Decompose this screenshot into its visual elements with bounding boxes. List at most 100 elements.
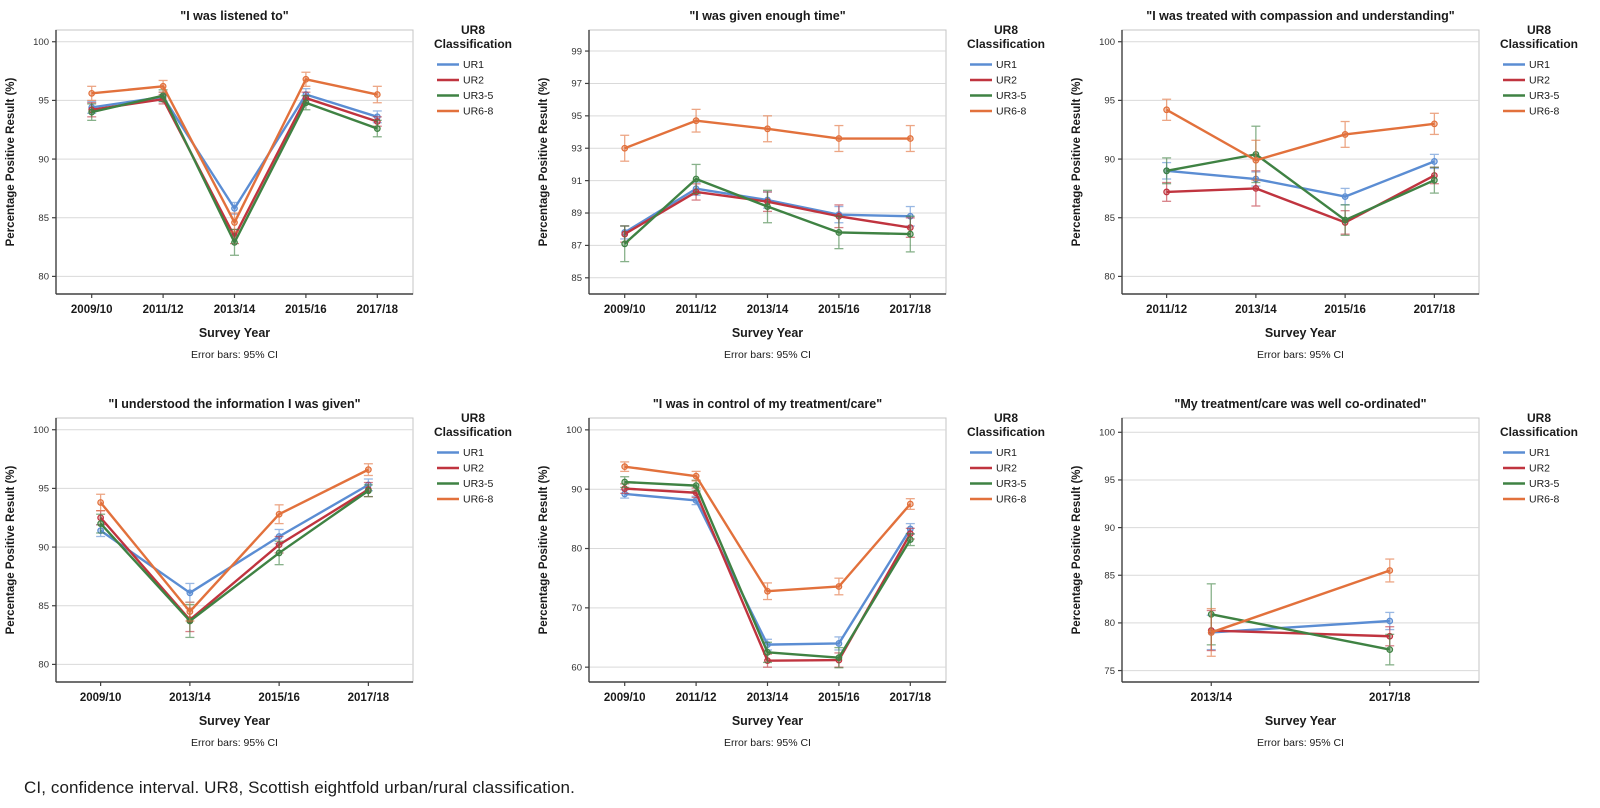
plot-frame	[1121, 417, 1480, 683]
chart-title: "I was treated with compassion and under…	[1146, 9, 1455, 23]
x-tick-label: 2013/14	[1190, 692, 1232, 704]
x-tick-label: 2011/12	[676, 692, 717, 704]
x-tick-label: 2017/18	[348, 692, 390, 704]
legend-label: UR1	[463, 447, 484, 459]
legend-label: UR3-5	[996, 90, 1027, 102]
legend-label: UR1	[996, 447, 1017, 459]
data-point	[88, 89, 96, 97]
data-point	[906, 230, 914, 238]
y-tick-label: 80	[38, 660, 49, 671]
error-bar-footnote: Error bars: 95% CI	[1257, 349, 1344, 361]
legend-label: UR2	[996, 75, 1017, 87]
data-point	[692, 175, 700, 183]
x-tick-label: 2009/10	[604, 692, 646, 704]
y-tick-label: 90	[38, 542, 49, 553]
data-point	[231, 238, 238, 246]
legend-title: UR8	[461, 23, 485, 37]
series-line	[99, 488, 370, 622]
legend-label: UR2	[1529, 463, 1550, 475]
y-axis-title: Percentage Positive Result (%)	[538, 77, 550, 246]
y-tick-label: 97	[571, 79, 582, 90]
data-point	[764, 587, 771, 595]
series-UR6-8	[87, 71, 382, 233]
chart-title: "I was given enough time"	[689, 9, 845, 23]
series-line	[99, 489, 370, 623]
series-line	[624, 480, 912, 659]
x-tick-label: 2009/10	[604, 304, 646, 316]
y-tick-label: 100	[1099, 37, 1115, 48]
y-tick-label: 95	[1104, 475, 1115, 486]
data-point	[364, 487, 372, 495]
data-point	[186, 608, 194, 616]
chart-title: "I was listened to"	[180, 9, 288, 23]
legend-title: Classification	[434, 37, 512, 51]
error-bar-footnote: Error bars: 95% CI	[191, 349, 278, 361]
legend-label: UR1	[1529, 447, 1550, 459]
legend-label: UR2	[463, 463, 484, 475]
data-point	[159, 92, 167, 100]
error-bar-footnote: Error bars: 95% CI	[724, 737, 811, 749]
data-point	[692, 472, 700, 480]
series-UR6-8	[620, 461, 915, 601]
chart-panel-compassion: 80 85 90 95 100 2011/12 2013/14 2015/16 2017/18 "…	[1071, 9, 1578, 361]
y-tick-label: 80	[38, 272, 49, 283]
data-point	[97, 499, 105, 506]
chart-panel-enough-time: 85 87 89 91 93 95 97 99 2009/10 2011/12 2013/14 201…	[538, 9, 1045, 361]
data-point	[1163, 167, 1171, 175]
y-axis-title: Percentage Positive Result (%)	[5, 465, 17, 634]
x-axis-title: Survey Year	[1265, 326, 1336, 340]
data-point	[764, 125, 771, 133]
data-point	[692, 482, 700, 490]
legend-title: UR8	[1527, 23, 1551, 37]
data-point	[1430, 120, 1438, 128]
data-point	[764, 648, 771, 656]
y-tick-label: 100	[33, 425, 49, 436]
chart-panel-listened: 80 85 90 95 100 2009/10 2011/12 2013/14 2015/16 2…	[5, 9, 512, 361]
legend-label: UR3-5	[1529, 478, 1560, 490]
legend-label: UR6-8	[1529, 494, 1560, 506]
y-tick-label: 80	[1104, 272, 1115, 283]
data-point	[1341, 216, 1349, 224]
data-point	[1430, 158, 1438, 165]
series-line	[1210, 569, 1391, 634]
y-axis-title: Percentage Positive Result (%)	[5, 77, 17, 246]
legend-label: UR6-8	[996, 494, 1027, 506]
data-point	[835, 583, 843, 590]
y-tick-label: 75	[1104, 666, 1115, 677]
legend-label: UR6-8	[1529, 106, 1560, 118]
x-tick-label: 2017/18	[890, 304, 932, 316]
plot-frame	[55, 417, 414, 683]
data-point	[373, 125, 381, 132]
error-bar-footnote: Error bars: 95% CI	[724, 349, 811, 361]
x-tick-label: 2015/16	[818, 304, 860, 316]
chart-panel-coordinated: 75 80 85 90 95 100 2013/14 2017/18 "My treatment…	[1071, 397, 1578, 749]
legend-label: UR6-8	[463, 494, 494, 506]
y-tick-label: 95	[1104, 96, 1115, 107]
y-tick-label: 100	[33, 37, 49, 48]
data-point	[692, 117, 700, 125]
legend-label: UR1	[996, 59, 1017, 71]
x-tick-label: 2013/14	[214, 304, 256, 316]
x-tick-label: 2011/12	[1146, 304, 1187, 316]
y-tick-label: 85	[38, 601, 49, 612]
data-point	[275, 510, 283, 518]
x-tick-label: 2015/16	[258, 692, 300, 704]
data-point	[1341, 193, 1349, 201]
y-tick-label: 80	[571, 544, 582, 555]
x-tick-label: 2015/16	[1324, 304, 1366, 316]
y-tick-label: 90	[1104, 154, 1115, 165]
data-point	[1252, 156, 1260, 164]
y-tick-label: 93	[571, 143, 582, 154]
data-point	[1430, 176, 1438, 184]
legend-title: Classification	[434, 425, 512, 439]
legend-title: UR8	[461, 411, 485, 425]
x-tick-label: 2013/14	[1235, 304, 1277, 316]
y-tick-label: 95	[38, 96, 49, 107]
data-point	[906, 500, 914, 508]
data-point	[906, 536, 914, 544]
x-axis-title: Survey Year	[732, 714, 803, 728]
y-tick-label: 95	[571, 111, 582, 122]
error-bars	[620, 108, 915, 162]
data-point	[1386, 567, 1394, 574]
